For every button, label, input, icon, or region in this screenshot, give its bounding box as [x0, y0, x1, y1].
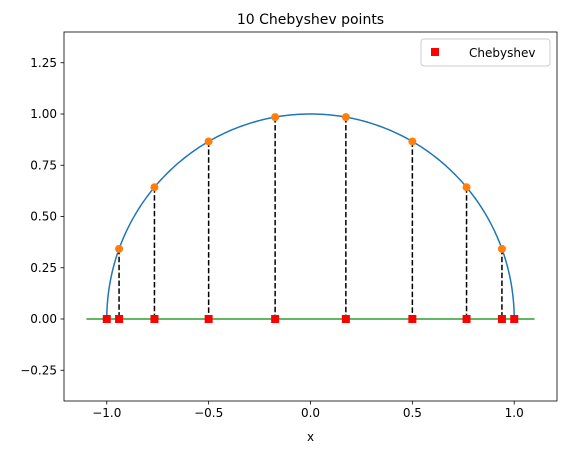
y-tick-label: 0.75	[30, 158, 57, 172]
chebyshev-marker	[408, 315, 417, 323]
chebyshev-marker	[497, 315, 506, 323]
chebyshev-marker	[150, 315, 159, 323]
legend-marker-chebyshev	[431, 48, 439, 56]
plot-marks	[86, 113, 535, 323]
chebyshev-marker	[271, 315, 280, 323]
chebyshev-marker	[462, 315, 471, 323]
x-tick-label: 0.0	[301, 406, 320, 420]
axes-frame	[63, 31, 558, 402]
axis-ticks: −1.0 −0.5 0.0 0.5 1.0 −0.25 0.00 0.25 0.50 0.75 1.…	[20, 56, 524, 420]
circle-point	[462, 183, 471, 192]
legend: Chebyshev	[420, 38, 551, 67]
circle-point	[204, 137, 213, 146]
chebyshev-marker	[510, 315, 519, 323]
chart-title: 10 Chebyshev points	[237, 12, 384, 28]
circle-point	[497, 244, 506, 253]
circle-point	[115, 244, 124, 253]
x-axis-label: x	[307, 430, 314, 444]
circle-point	[341, 113, 350, 122]
y-tick-label: 1.00	[30, 107, 57, 121]
chebyshev-marker	[102, 315, 111, 323]
y-tick-label: 0.25	[30, 261, 57, 275]
legend-label-chebyshev: Chebyshev	[469, 46, 535, 60]
circle-point	[271, 113, 280, 122]
y-tick-label: 0.50	[30, 210, 57, 224]
circle-point	[408, 137, 417, 146]
semicircle-line	[106, 113, 515, 320]
legend-box	[420, 38, 551, 67]
x-tick-label: 1.0	[505, 406, 524, 420]
y-tick-label: 1.25	[30, 56, 57, 70]
chebyshev-marker	[115, 315, 124, 323]
x-tick-label: 0.5	[403, 406, 422, 420]
circle-point	[150, 183, 159, 192]
chebyshev-marker	[341, 315, 350, 323]
x-tick-label: −1.0	[92, 406, 121, 420]
x-tick-label: −0.5	[194, 406, 223, 420]
y-tick-label: 0.00	[30, 312, 57, 326]
chebyshev-marker	[204, 315, 213, 323]
y-tick-label: −0.25	[20, 363, 57, 377]
